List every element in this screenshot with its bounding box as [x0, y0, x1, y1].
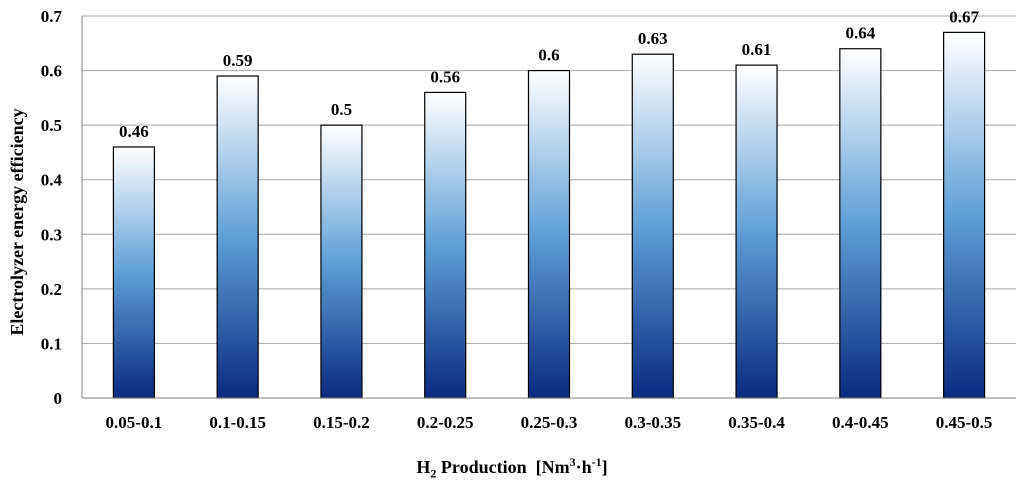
data-label: 0.5 [331, 100, 352, 119]
y-axis-title: Electrolyzer energy efficiency [7, 108, 27, 335]
x-tick-label: 0.15-0.2 [313, 413, 370, 432]
x-tick-label: 0.4-0.45 [832, 413, 889, 432]
y-tick-label: 0.5 [41, 116, 62, 135]
axes [81, 16, 1016, 399]
x-tick-label: 0.45-0.5 [936, 413, 993, 432]
bars [112, 31, 986, 399]
x-tick-labels: 0.05-0.1 0.1-0.15 0.15-0.2 0.2-0.25 0.25-0.3… [106, 413, 993, 432]
data-label: 0.46 [119, 122, 149, 141]
x-tick-label: 0.1-0.15 [209, 413, 266, 432]
y-tick-label: 0.2 [41, 280, 62, 299]
y-tick-label: 0.6 [41, 62, 62, 81]
bar [943, 31, 986, 399]
y-tick-labels: 0 0.1 0.2 0.3 0.4 0.5 0.6 0.7 [41, 7, 63, 408]
bar [216, 75, 259, 399]
bar [839, 48, 882, 399]
bar [631, 53, 674, 399]
data-label: 0.67 [949, 7, 979, 26]
data-label: 0.59 [223, 51, 253, 70]
bar [424, 91, 467, 399]
data-label: 0.56 [430, 67, 460, 86]
bar [527, 69, 571, 399]
x-axis-title: H2 Production [Nm3·h-1] [416, 455, 608, 481]
data-label: 0.64 [845, 24, 875, 43]
y-tick-label: 0.7 [41, 7, 63, 26]
x-tick-label: 0.35-0.4 [728, 413, 785, 432]
y-tick-label: 0.3 [41, 225, 62, 244]
y-tick-label: 0.1 [41, 334, 62, 353]
x-tick-label: 0.3-0.35 [624, 413, 681, 432]
data-label: 0.63 [638, 29, 668, 48]
y-tick-label: 0.4 [41, 171, 63, 190]
x-tick-label: 0.05-0.1 [106, 413, 163, 432]
data-labels: 0.46 0.59 0.5 0.56 0.6 0.63 0.61 0.64 0.67 [119, 7, 979, 141]
data-label: 0.61 [742, 40, 772, 59]
bar [320, 124, 363, 399]
bar [735, 64, 778, 399]
y-tick-label: 0 [54, 389, 63, 408]
data-label: 0.6 [538, 46, 559, 65]
x-tick-label: 0.2-0.25 [417, 413, 474, 432]
x-tick-label: 0.25-0.3 [521, 413, 578, 432]
bar [112, 146, 155, 399]
